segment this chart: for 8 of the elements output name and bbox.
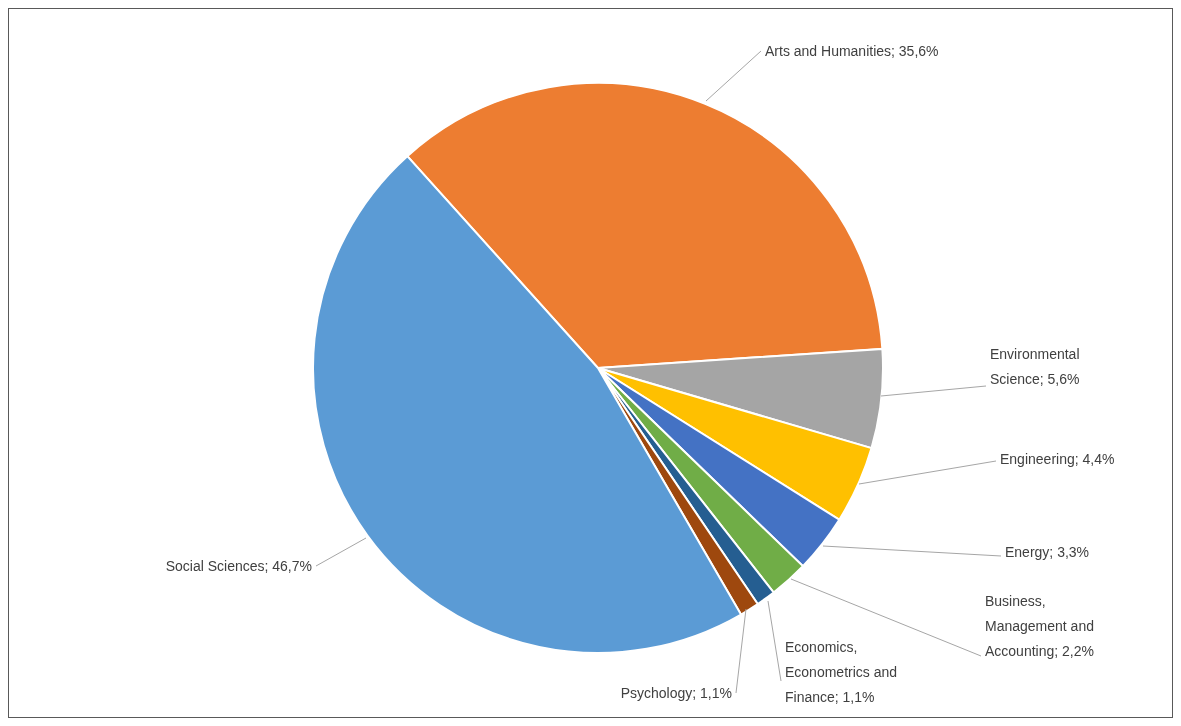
slice-label: Engineering; 4,4% [1000,451,1115,467]
slice-label: Social Sciences; 46,7% [165,558,312,574]
slice-label: Economics, Econometrics and Finance; 1,1% [785,639,898,705]
slice-label: Psychology; 1,1% [620,685,732,701]
slice-label: Environmental Science; 5,6% [990,346,1080,387]
slice-label: Energy; 3,3% [1005,544,1090,560]
slice-label: Arts and Humanities; 35,6% [765,43,939,59]
slice-label: Business, Management and Accounting; 2,2% [985,593,1094,659]
